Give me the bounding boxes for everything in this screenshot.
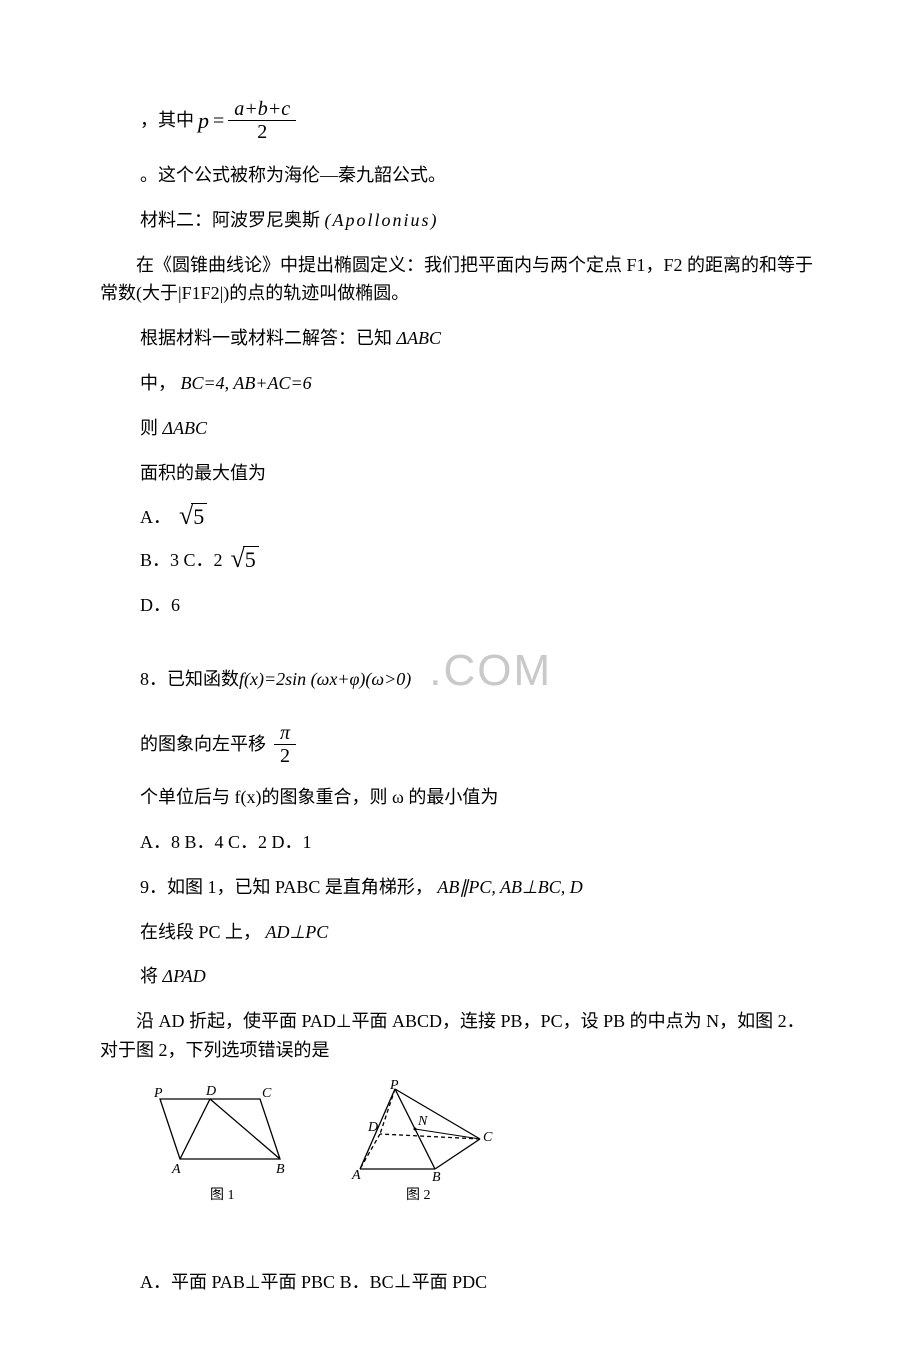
radicand: 5 [191, 503, 207, 529]
q8-rest: 个单位后与 f(x)的图象重合，则 ω 的最小值为 [140, 783, 820, 812]
radicand: 5 [243, 546, 259, 572]
q9-line3: 将 ΔPAD [140, 962, 820, 991]
label-D2: D [367, 1120, 378, 1135]
prefix: 9．如图 1，已知 PABC 是直角梯形， [140, 877, 433, 897]
numerator: a+b+c [228, 98, 296, 121]
fig1-caption: 图 1 [210, 1188, 235, 1203]
q7-area: 面积的最大值为 [140, 459, 820, 488]
prefix: 8．已知函数 [140, 665, 239, 694]
material-2: 材料二：阿波罗尼奥斯 (Apollonius) [140, 206, 820, 235]
num: π [274, 722, 296, 745]
watermark: .COM [429, 636, 552, 706]
q7-cond: 中， BC=4, AB+AC=6 [140, 369, 820, 398]
den: 2 [274, 745, 296, 767]
prefix: ，其中 [140, 106, 194, 135]
q9-para: 沿 AD 折起，使平面 PAD⊥平面 ABCD，连接 PB，PC，设 PB 的中… [100, 1007, 820, 1065]
surd-icon: √ [231, 547, 245, 570]
q7-ze: 则 ΔABC [140, 414, 820, 443]
apollonius: (Apollonius) [325, 210, 439, 230]
sqrt5: √ 5 [179, 503, 207, 529]
label-D: D [205, 1084, 216, 1099]
m2: AD⊥PC [266, 922, 329, 942]
cond: BC=4, AB+AC=6 [181, 373, 312, 393]
figures: P D C A B 图 1 P D N C A B [140, 1079, 820, 1228]
q7-opt-a: A． √ 5 [140, 503, 820, 532]
surd-icon: √ [179, 504, 193, 527]
tri: ΔABC [397, 328, 442, 348]
denominator: 2 [251, 121, 273, 143]
label-P: P [153, 1086, 163, 1101]
figure-2: P D N C A B [351, 1079, 493, 1185]
ze: 则 [140, 418, 158, 438]
fraction: a+b+c 2 [228, 98, 296, 143]
label-B2: B [432, 1170, 441, 1185]
q7-intro: 根据材料一或材料二解答：已知 ΔABC [140, 324, 820, 353]
ellipse-def: 在《圆锥曲线论》中提出椭圆定义：我们把平面内与两个定点 F1，F2 的距离的和等… [100, 251, 820, 309]
q9-opts: A．平面 PAB⊥平面 PBC B．BC⊥平面 PDC [140, 1268, 820, 1297]
label-C: C [262, 1086, 272, 1101]
q7-opt-bc: B．3 C．2 √ 5 [140, 546, 820, 575]
sqrt5b: √ 5 [231, 546, 259, 572]
prefix: 的图象向左平移 [140, 730, 266, 759]
q7-opt-d: D．6 [140, 591, 820, 620]
q8-line: 8．已知函数 f(x)=2sin (ωx+φ)(ω>0) .COM [140, 636, 820, 706]
mid: 在线段 PC 上， [140, 922, 261, 942]
figure-1: P D C A B [153, 1084, 285, 1177]
label-A2: A [351, 1168, 361, 1183]
formula-p: ，其中 p = a+b+c 2 [140, 98, 820, 143]
prefix: 材料二：阿波罗尼奥斯 [140, 210, 320, 230]
label-N: N [417, 1114, 428, 1129]
pad: ΔPAD [163, 966, 206, 986]
q9-line1: 9．如图 1，已知 PABC 是直角梯形， AB∥PC, AB⊥BC, D [140, 873, 820, 902]
label: A． [140, 503, 171, 532]
label-B: B [276, 1162, 285, 1177]
m1: AB∥PC, AB⊥BC, D [437, 877, 582, 897]
q9-line2: 在线段 PC 上， AD⊥PC [140, 918, 820, 947]
jiang: 将 [140, 966, 158, 986]
func: f(x)=2sin (ωx+φ)(ω>0) [239, 665, 411, 694]
label-C2: C [483, 1130, 493, 1145]
label-A: A [171, 1162, 181, 1177]
zhong: 中， [140, 373, 176, 393]
label-P2: P [389, 1079, 399, 1093]
pi-over-2: π 2 [274, 722, 296, 767]
lhs: p [198, 103, 209, 138]
figure-svg: P D C A B 图 1 P D N C A B [140, 1079, 500, 1219]
tri2: ΔABC [163, 418, 208, 438]
heron-note: 。这个公式被称为海伦—秦九韶公式。 [140, 161, 820, 190]
txt: 根据材料一或材料二解答：已知 [140, 328, 392, 348]
q8-opts: A．8 B．4 C．2 D．1 [140, 828, 820, 857]
eq: = [213, 105, 224, 137]
q8-shift: 的图象向左平移 π 2 [140, 722, 820, 767]
fig2-caption: 图 2 [406, 1188, 431, 1203]
label: B．3 C．2 [140, 546, 223, 575]
